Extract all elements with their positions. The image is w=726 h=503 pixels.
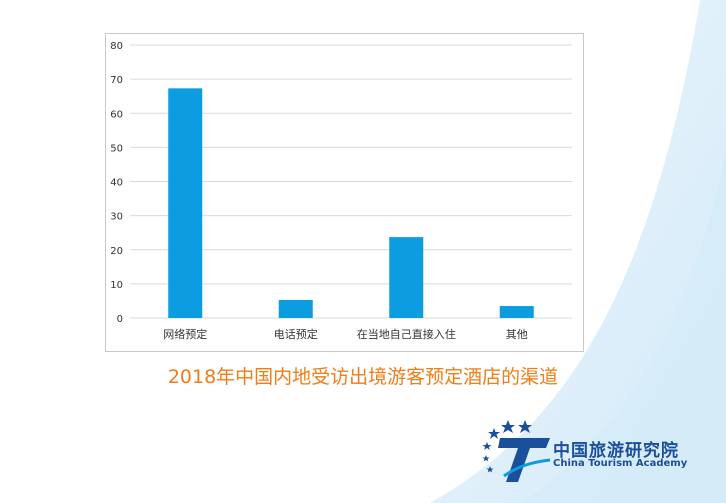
chart-caption: 2018年中国内地受访出境游客预定酒店的渠道 — [167, 366, 559, 388]
y-tick-label: 60 — [110, 109, 123, 120]
y-tick-label: 40 — [110, 178, 123, 189]
y-tick-label: 20 — [110, 246, 123, 257]
y-tick-label: 30 — [110, 212, 123, 223]
y-tick-label: 70 — [110, 75, 123, 86]
bar-chart: 0 10 20 30 40 50 60 70 80 网络预定 电话预定 在当地自己直接入住 其他 — [110, 41, 572, 341]
bar — [278, 299, 313, 318]
bar — [499, 306, 534, 318]
x-tick-label: 其他 — [506, 328, 528, 341]
x-tick-label: 在当地自己直接入住 — [357, 327, 456, 341]
y-tick-label: 10 — [110, 280, 123, 291]
y-tick-label: 80 — [110, 41, 123, 52]
logo-name-en: China Tourism Academy — [553, 458, 688, 469]
y-tick-label: 0 — [117, 314, 123, 325]
x-tick-label: 电话预定 — [274, 327, 318, 341]
logo-name-cn: 中国旅游研究院 — [553, 441, 679, 461]
tourism-academy-logo-icon — [482, 420, 551, 482]
bar — [168, 88, 203, 318]
x-tick-label: 网络预定 — [163, 327, 207, 341]
y-tick-label: 50 — [110, 143, 123, 154]
bar — [389, 237, 424, 318]
